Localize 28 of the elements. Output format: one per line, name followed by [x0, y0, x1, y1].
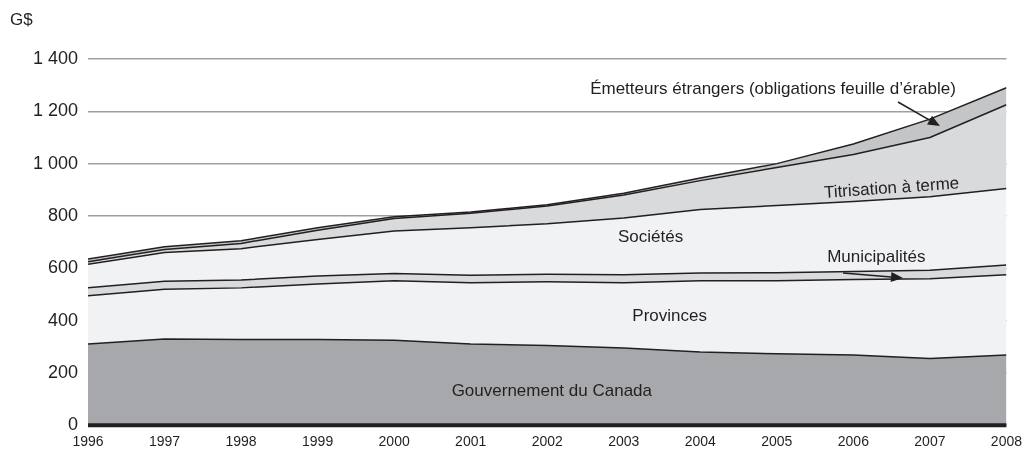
x-tick-label: 2007 [914, 433, 946, 450]
x-tick-label: 2004 [684, 433, 717, 450]
series-label: Gouvernement du Canada [451, 380, 653, 400]
series-label: Émetteurs étrangers (obligations feuille d’érable) [590, 78, 956, 98]
x-tick-label: 1998 [225, 433, 257, 450]
y-tick-label: 1 400 [32, 47, 78, 68]
y-tick-label: 400 [47, 309, 78, 330]
series-label: Titrisation à terme [823, 173, 960, 202]
y-tick-label: 600 [47, 257, 78, 278]
y-tick-label: 800 [47, 204, 78, 225]
y-axis-title: G$ [10, 9, 34, 29]
x-tick-label: 2001 [455, 433, 487, 450]
y-tick-label: 1 000 [32, 152, 78, 173]
series-label: Sociétés [617, 227, 684, 247]
x-tick-label: 2006 [837, 433, 870, 450]
x-tick-label: 1997 [148, 433, 181, 450]
y-tick-label: 1 200 [32, 100, 78, 121]
x-tick-label: 1999 [302, 433, 334, 450]
x-tick-label: 2005 [761, 433, 793, 450]
x-tick-label: 2000 [378, 433, 410, 450]
y-tick-label: 0 [67, 414, 78, 435]
x-tick-label: 2003 [608, 433, 640, 450]
y-tick-label: 200 [47, 361, 78, 382]
x-tick-label: 2002 [531, 433, 563, 450]
series-label: Municipalités [827, 247, 926, 267]
x-tick-label: 2008 [990, 433, 1023, 450]
series-label: Provinces [632, 305, 707, 325]
x-tick-label: 1996 [72, 433, 104, 450]
